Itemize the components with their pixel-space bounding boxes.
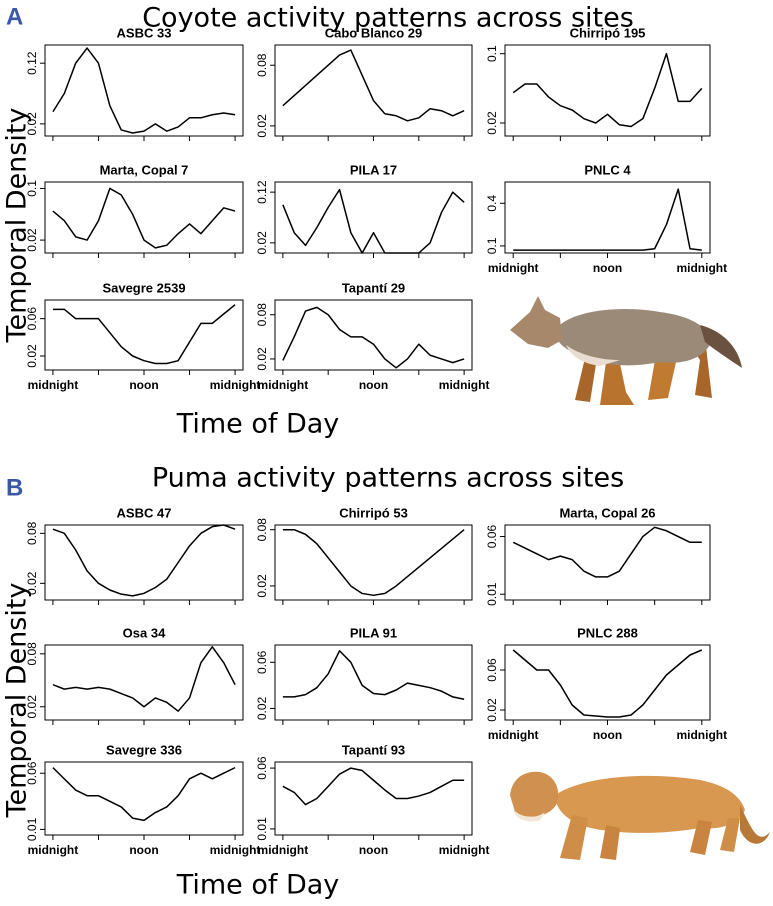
y-tick-label: 0.08 [255,303,269,327]
panel-title: Puma activity patterns across sites [152,463,624,494]
panel-label: A [6,3,23,30]
chart-title: Chirripó 195 [570,25,646,40]
chart-title: PNLC 4 [584,162,631,177]
y-tick-label: 0.01 [25,817,39,841]
x-tick-label: midnight [210,378,261,392]
y-tick-label: 0.06 [25,307,39,331]
density-line [282,767,465,806]
x-tick-label: midnight [488,728,539,742]
y-tick-label: 0.02 [25,228,39,252]
x-tick-label: noon [129,843,158,857]
chart-title: Tapantí 93 [342,742,405,757]
y-tick-label: 0.02 [255,574,269,598]
density-line [512,526,702,578]
x-tick-label: midnight [488,261,539,275]
y-tick-label: 0.02 [255,114,269,138]
y-axis-label: Temporal Density [2,583,33,819]
y-tick-label: 0.02 [25,344,39,368]
y-tick-label: 0.1 [485,45,499,62]
density-line [52,187,236,249]
chart-title: Marta, Copal 7 [100,162,189,177]
y-tick-label: 0.12 [255,180,269,204]
density-line [512,52,703,128]
y-tick-label: 0.08 [255,53,269,77]
y-tick-label: 0.02 [255,696,269,720]
density-line [282,49,465,122]
x-tick-label: midnight [258,843,309,857]
y-tick-label: 0.02 [25,695,39,719]
chart-title: Osa 34 [123,625,166,640]
y-tick-label: 0.06 [485,658,499,682]
density-line [52,646,236,712]
y-axis-label: Temporal Density [2,108,33,344]
density-line [52,304,236,365]
chart-title: PILA 17 [350,162,397,177]
y-tick-label: 0.06 [255,650,269,674]
density-line [52,524,236,597]
y-tick-label: 0.02 [255,231,269,255]
x-tick-label: midnight [439,843,490,857]
density-line [52,47,236,134]
y-tick-label: 0.08 [255,518,269,542]
y-tick-label: 0.06 [25,761,39,785]
x-tick-label: midnight [28,378,79,392]
density-line [282,306,465,369]
puma-illustration [510,771,770,860]
density-line [282,188,465,254]
x-tick-label: midnight [676,728,727,742]
density-line [512,649,703,718]
x-tick-label: noon [359,378,388,392]
y-tick-label: 0.02 [25,571,39,595]
x-tick-label: noon [593,261,622,275]
density-line [282,528,465,597]
chart-title: Marta, Copal 26 [559,505,655,520]
y-tick-label: 0.06 [485,525,499,549]
x-tick-label: midnight [258,378,309,392]
coyote-illustration [510,296,742,405]
y-tick-label: 0.08 [25,521,39,545]
chart-title: Cabo Blanco 29 [325,25,423,40]
chart-title: ASBC 33 [117,25,172,40]
chart-title: PNLC 288 [577,625,638,640]
y-tick-label: 0.06 [255,756,269,780]
chart-title: Tapantí 29 [342,280,405,295]
x-tick-label: midnight [676,261,727,275]
x-tick-label: noon [129,378,158,392]
chart-title: Chirripó 53 [339,505,408,520]
y-tick-label: 0.1 [485,237,499,254]
y-tick-label: 0.01 [255,817,269,841]
chart-title: PILA 91 [350,625,397,640]
x-tick-label: midnight [210,843,261,857]
x-tick-label: midnight [28,843,79,857]
density-line [282,650,465,700]
density-line [52,766,236,822]
x-tick-label: midnight [439,378,490,392]
y-tick-label: 0.02 [255,347,269,371]
chart-title: Savegre 2539 [102,280,185,295]
chart-title: Savegre 336 [106,742,182,757]
panel-label: B [6,474,23,501]
x-axis-label: Time of Day [176,870,340,901]
y-tick-label: 0.02 [485,111,499,135]
y-tick-label: 0.01 [485,582,499,606]
x-tick-label: noon [359,843,388,857]
y-tick-label: 0.02 [485,698,499,722]
density-line [513,188,702,251]
chart-title: ASBC 47 [117,505,172,520]
panel-title: Coyote activity patterns across sites [142,3,634,34]
x-tick-label: noon [593,728,622,742]
x-axis-label: Time of Day [176,409,340,440]
y-tick-label: 0.12 [25,51,39,75]
y-tick-label: 0.1 [25,180,39,197]
y-tick-label: 0.4 [485,195,499,212]
y-tick-label: 0.08 [25,642,39,666]
y-tick-label: 0.02 [25,112,39,136]
